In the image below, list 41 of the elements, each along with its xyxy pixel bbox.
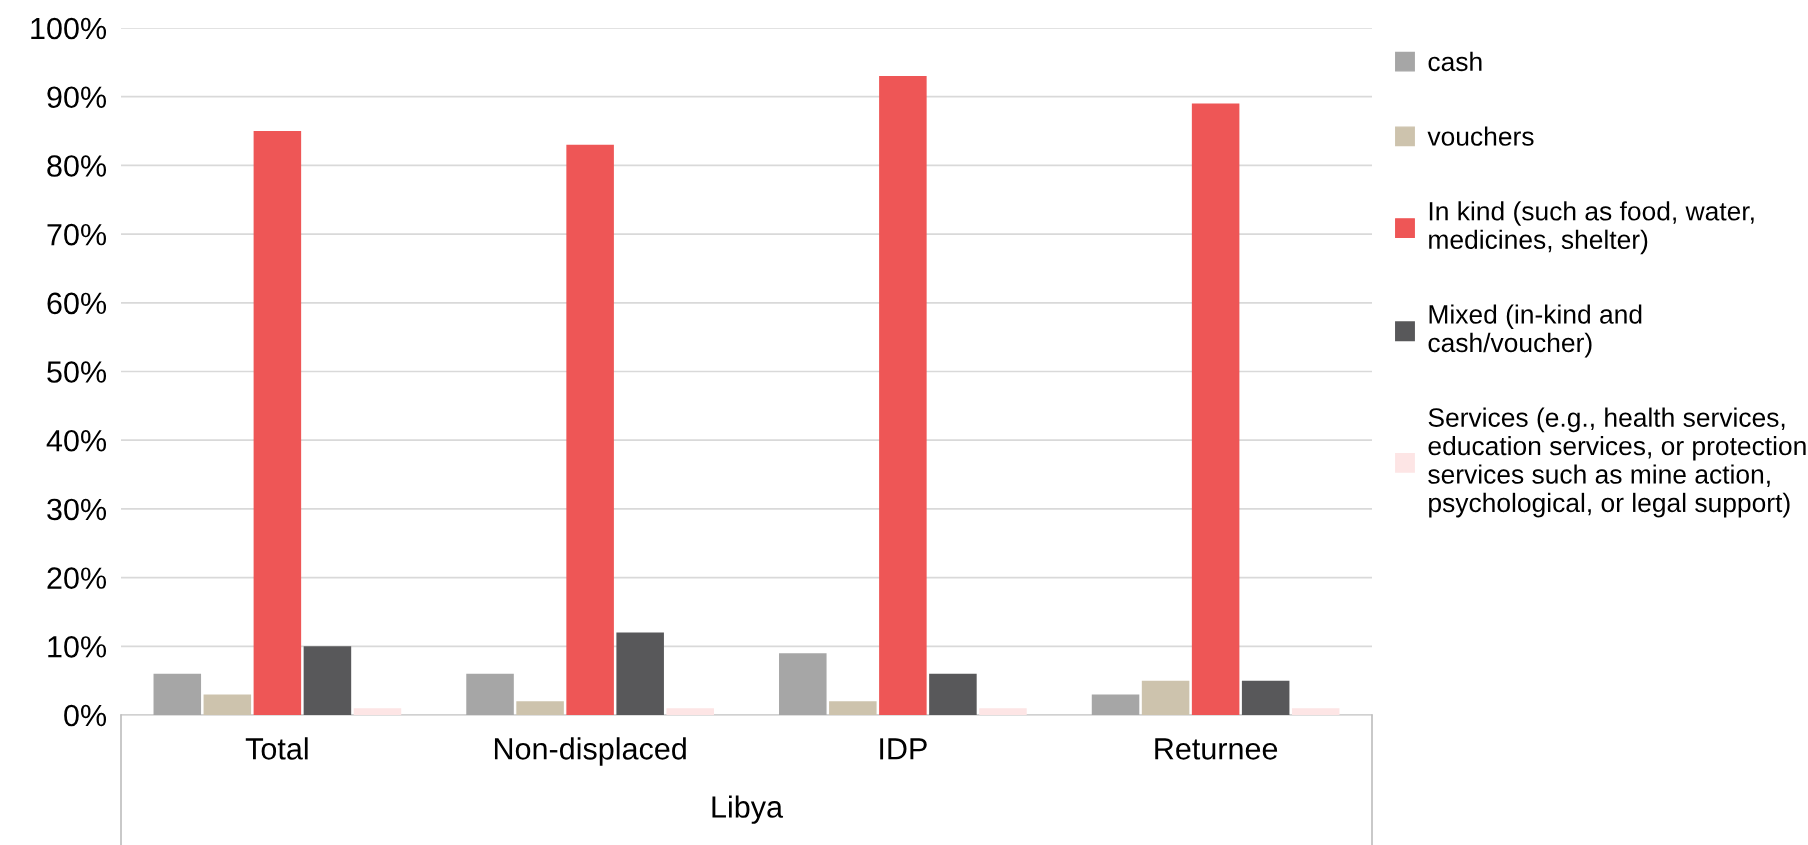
y-tick-label: 20% xyxy=(47,567,107,589)
bar xyxy=(1291,708,1340,715)
y-tick-label: 70% xyxy=(47,223,107,246)
legend-label: Mixed (in-kind and cash/voucher) xyxy=(1428,304,1642,358)
legend-label: vouchers xyxy=(1427,126,1534,146)
bar xyxy=(779,653,827,715)
bar xyxy=(616,632,664,715)
y-tick-label: 60% xyxy=(47,292,107,315)
legend-label: In kind (such as food, water, medicines, shelter) xyxy=(1429,201,1754,255)
bar xyxy=(929,673,977,715)
bar xyxy=(1141,680,1190,715)
bar xyxy=(879,76,927,715)
bar xyxy=(466,673,514,715)
bar xyxy=(203,694,252,715)
y-tick-label: 80% xyxy=(47,155,107,177)
y-tick-label: 0% xyxy=(64,704,107,727)
bar xyxy=(253,131,302,715)
legend-label: cash xyxy=(1428,51,1482,72)
x-axis-title: Libya xyxy=(712,795,784,824)
bar xyxy=(353,708,402,715)
y-tick-label: 50% xyxy=(47,361,107,383)
bar xyxy=(1191,103,1240,715)
x-tick-label: Returnee xyxy=(1155,738,1278,760)
y-tick-label: 90% xyxy=(47,86,107,109)
y-tick-label: 40% xyxy=(46,429,107,452)
bar xyxy=(1091,694,1140,715)
bar xyxy=(666,708,714,715)
bar xyxy=(566,144,614,715)
bar xyxy=(516,701,564,715)
legend-label: Services (e.g., health services, education services, or protection services such as mine action, psychological, or legal support) xyxy=(1428,407,1806,518)
bar xyxy=(1241,680,1290,715)
y-tick-label: 100% xyxy=(31,17,107,40)
bar xyxy=(153,673,202,715)
y-tick-label: 30% xyxy=(47,498,107,521)
bar xyxy=(829,701,877,715)
bar xyxy=(979,708,1027,715)
y-tick-label: 10% xyxy=(48,636,107,658)
x-tick-label: Non-displaced xyxy=(494,737,686,766)
x-tick-label: Total xyxy=(245,737,308,760)
x-tick-label: IDP xyxy=(880,738,927,760)
bar xyxy=(303,646,352,715)
